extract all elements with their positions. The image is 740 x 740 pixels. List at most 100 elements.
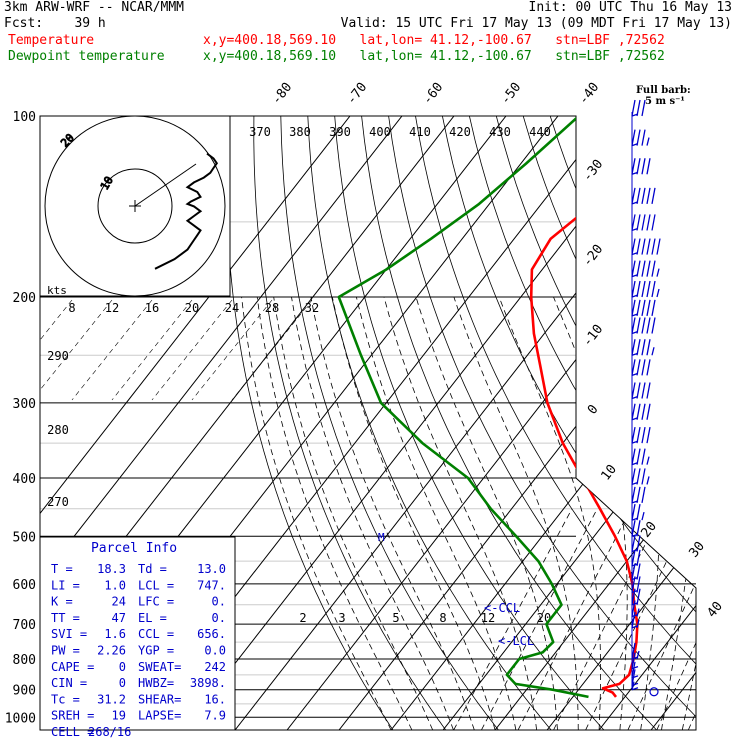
isotherm [40,116,351,730]
parcel-field-label: YGP = [138,644,174,658]
mixing-ratio-label-top: 32 [305,301,319,315]
parcel-info-panel: Parcel Info T = 18.3 Td = 13.0 LI = 1.0 LCL = 74… [39,536,236,739]
parcel-field-label: LFC = [138,595,174,609]
hodograph-ring-10 [97,168,173,244]
parcel-field-value: 1.0 [104,578,126,592]
mixing-ratio-label-bottom: 8 [439,611,446,625]
parcel-field-value: 19 [112,709,126,723]
barb-legend-line2: 5 m s⁻¹ [645,96,685,107]
isotherm-label: -20 [580,242,606,270]
parcel-field-value: 2.26 [97,644,126,658]
theta-label-left: 280 [47,423,69,437]
parcel-field-value: 31.2 [97,692,126,706]
wind-barb [631,299,656,317]
theta-label-top: 430 [489,125,511,139]
moist-adiabat [291,296,454,730]
wind-barb-flag [636,486,641,504]
moist-adiabat [383,296,538,730]
theta-label-top: 380 [289,125,311,139]
wind-barb-flag [636,503,641,521]
wind-barb-flag [636,238,641,255]
temperature-legend-label: Temperature [8,33,95,48]
wind-barb-half [656,288,660,298]
dewpoint-profile [337,116,589,699]
wind-barb-half [641,511,645,521]
temperature-legend-info: x,y=400.18,569.10 lat,lon= 41.12,-100.67… [203,33,665,48]
upper-dashed-line [40,299,73,401]
dry-adiabat [361,116,657,730]
pressure-label: 400 [13,472,36,487]
isotherm-label: -30 [580,157,606,185]
wind-barb-flag [636,280,641,298]
wind-barb-flag [641,448,646,465]
isotherm-label: 10 [599,462,620,484]
wind-barb-flag [636,468,641,485]
dry-adiabat [280,116,499,730]
wind-barb [631,382,651,400]
init-time: Init: 00 UTC Thu 16 May 13 [528,0,733,15]
isotherm [703,116,740,730]
parcel-field-value: 18.3 [97,562,126,576]
isotherm-label: -70 [344,80,370,108]
parcel-field-label: CIN = [51,676,87,690]
wind-barb-flag [651,280,656,298]
parcel-field-value: 0. [212,611,226,625]
parcel-field-label: CAPE = [51,660,94,674]
isotherm-label: -60 [420,80,446,108]
wind-barb-half [646,476,650,485]
wind-barb-flag [636,549,641,566]
parcel-field-value: 0 [119,676,126,690]
wind-barb-flag [646,158,651,175]
wind-barb-flag [646,299,651,317]
wind-barb [631,427,651,444]
title-left: 3km ARW-WRF -- NCAR/MMM [4,0,185,15]
wind-barb-half [646,456,650,465]
wind-barb-flag [646,260,651,277]
dewpoint-legend-info: x,y=400.18,569.10 lat,lon= 41.12,-100.67… [203,49,665,64]
dry-adiabat [334,116,605,730]
wind-barb [631,280,660,298]
isotherm-label: 0 [585,402,602,417]
wind-barb-half [636,650,640,660]
parcel-field-label: Td = [138,562,167,576]
upper-dashed-line [71,299,153,401]
wind-barb-flag [646,238,651,255]
parcel-field-label: SVI = [51,627,87,641]
wind-barb-flag [646,382,651,399]
pressure-axis-labels: 100 200 300 400 500 600 700 800 900 1000 [5,110,36,726]
wind-barb [631,317,656,335]
parcel-field-value: 747. [197,578,226,592]
dry-adiabat [469,116,696,730]
moist-adiabat [703,297,740,730]
m-marker: M [378,531,385,544]
wind-barb-flag [636,563,641,580]
parcel-field-label: SWEAT= [138,660,181,674]
wind-barb-flag [641,129,646,146]
theta-label-top: 370 [249,125,271,139]
ccl-annotation: <-CCL [484,601,520,615]
wind-barb [631,187,656,205]
mixing-ratio-label-bottom: 12 [481,611,495,625]
parcel-field-value: 16. [204,692,226,706]
wind-barb-flag [641,339,646,356]
parcel-field-value: 0 [119,660,126,674]
wind-barb [631,468,650,486]
wind-barb-flag [641,99,646,117]
dry-adiabat [415,116,696,730]
mixing-ratio-label-top: 24 [225,301,239,315]
pressure-label: 500 [13,530,36,545]
valid-time: Valid: 15 UTC Fri 17 May 13 (09 MDT Fri … [340,16,732,31]
wind-barb-flag [641,280,646,298]
wind-barb-flag [641,468,646,485]
wind-barb [631,448,650,466]
wind-barb-flag [636,403,641,420]
pressure-label: 800 [13,653,36,668]
mixing-ratio-label-bottom: 5 [392,611,399,625]
parcel-field-value: 3898. [190,676,226,690]
dry-adiabat [225,116,394,730]
wind-barb [631,359,651,376]
wind-barb-flag [641,238,646,255]
wind-barb-flag [636,129,641,146]
mixing-ratio-line [517,508,631,730]
parcel-field-value: 24 [112,595,126,609]
